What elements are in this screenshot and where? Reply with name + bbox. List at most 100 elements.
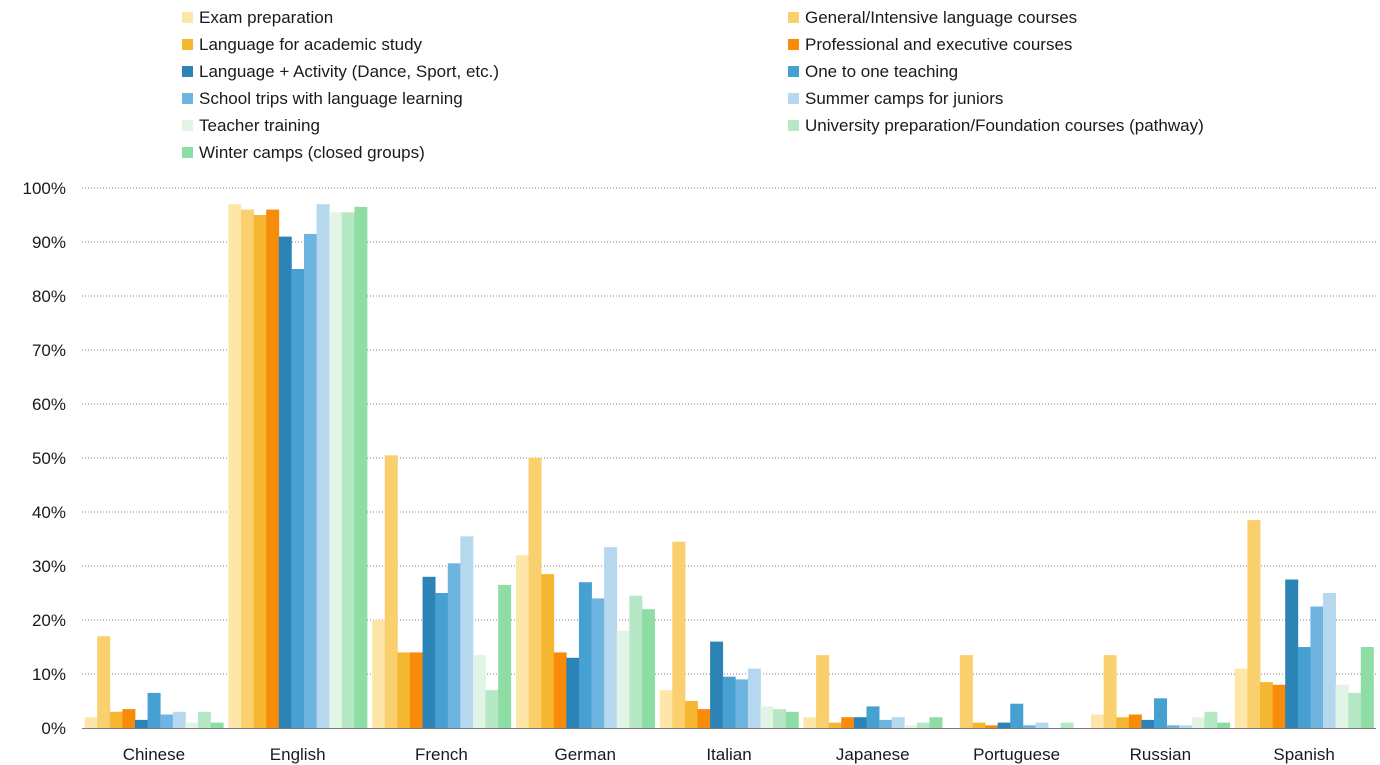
bar [891, 717, 905, 728]
legend-item: General/Intensive language courses [788, 8, 1077, 27]
legend-label: Exam preparation [199, 8, 333, 27]
bar [1310, 606, 1324, 728]
y-tick-label: 20% [32, 611, 66, 630]
legend-swatch [788, 66, 799, 77]
bar [409, 652, 423, 728]
legend-swatch [182, 147, 193, 158]
bar [316, 204, 330, 728]
bar [498, 584, 512, 728]
bar [1141, 719, 1155, 728]
legend-label: Professional and executive courses [805, 35, 1072, 54]
legend-label: University preparation/Foundation course… [805, 116, 1204, 135]
x-category-label: Russian [1130, 745, 1191, 764]
bar [1217, 722, 1231, 728]
bar [1091, 714, 1105, 728]
bar [904, 725, 918, 728]
legend-item: Summer camps for juniors [788, 89, 1003, 108]
bar [672, 541, 686, 728]
bar [697, 709, 711, 728]
bar [828, 722, 842, 728]
legend-item: Language + Activity (Dance, Sport, etc.) [182, 62, 499, 81]
legend-swatch [788, 39, 799, 50]
bar [240, 209, 254, 729]
bar [1297, 647, 1311, 728]
legend-label: Teacher training [199, 116, 320, 135]
y-tick-label: 50% [32, 449, 66, 468]
x-category-label: French [415, 745, 468, 764]
bar [329, 212, 343, 729]
y-tick-label: 60% [32, 395, 66, 414]
bar [210, 722, 224, 728]
bar [879, 719, 893, 728]
bar [1179, 725, 1193, 728]
bar [684, 701, 698, 728]
legend-item: Language for academic study [182, 35, 423, 54]
bar [841, 717, 855, 728]
bar [541, 574, 555, 728]
bar [253, 215, 267, 728]
bar [1260, 682, 1274, 728]
bar-group-portuguese [959, 655, 1074, 728]
bar [659, 690, 673, 728]
bar [929, 717, 943, 728]
bar [160, 714, 174, 728]
y-tick-label: 40% [32, 503, 66, 522]
bar [1166, 725, 1180, 728]
bar [1191, 717, 1205, 728]
bar-group-chinese [84, 636, 224, 728]
legend-swatch [182, 120, 193, 131]
bar [591, 598, 605, 728]
x-category-label: Spanish [1273, 745, 1334, 764]
legend-item: University preparation/Foundation course… [788, 116, 1204, 135]
bar [185, 722, 199, 728]
bar [397, 652, 411, 728]
bar [1103, 655, 1117, 728]
bar [422, 576, 436, 728]
bar [997, 722, 1011, 728]
bar [816, 655, 830, 728]
bar [122, 709, 136, 728]
bar [578, 582, 592, 728]
legend-swatch [182, 12, 193, 23]
bar [291, 269, 305, 728]
x-category-label: English [270, 745, 326, 764]
bar [641, 609, 655, 728]
bar [1204, 711, 1218, 728]
legend-item: Exam preparation [182, 8, 333, 27]
legend-item: Teacher training [182, 116, 320, 135]
legend-item: One to one teaching [788, 62, 958, 81]
bar [1154, 698, 1168, 728]
bar-group-english [228, 204, 368, 729]
bar [472, 655, 486, 728]
y-tick-label: 10% [32, 665, 66, 684]
bar [341, 212, 355, 729]
bar [616, 630, 630, 728]
y-tick-label: 90% [32, 233, 66, 252]
bar [1116, 717, 1130, 728]
legend-item: School trips with language learning [182, 89, 463, 108]
bar [735, 679, 749, 728]
bars [84, 204, 1374, 729]
bar [228, 204, 242, 728]
legend-item: Winter camps (closed groups) [182, 143, 425, 162]
bar [1060, 722, 1074, 728]
bar [97, 636, 111, 728]
y-tick-label: 70% [32, 341, 66, 360]
legend-label: Summer camps for juniors [805, 89, 1003, 108]
bar [303, 233, 317, 728]
y-tick-label: 100% [23, 179, 66, 198]
bar [803, 717, 817, 728]
bar [1128, 714, 1142, 728]
legend-label: Language for academic study [199, 35, 423, 54]
bar [1360, 647, 1374, 728]
legend-label: Language + Activity (Dance, Sport, etc.) [199, 62, 499, 81]
bar [435, 593, 449, 728]
bar [760, 706, 774, 728]
bar [1010, 703, 1024, 728]
legend: Exam preparation General/Intensive langua… [182, 8, 1204, 162]
bar [604, 547, 618, 728]
legend-swatch [182, 39, 193, 50]
x-category-label: Portuguese [973, 745, 1060, 764]
bar [866, 706, 880, 728]
